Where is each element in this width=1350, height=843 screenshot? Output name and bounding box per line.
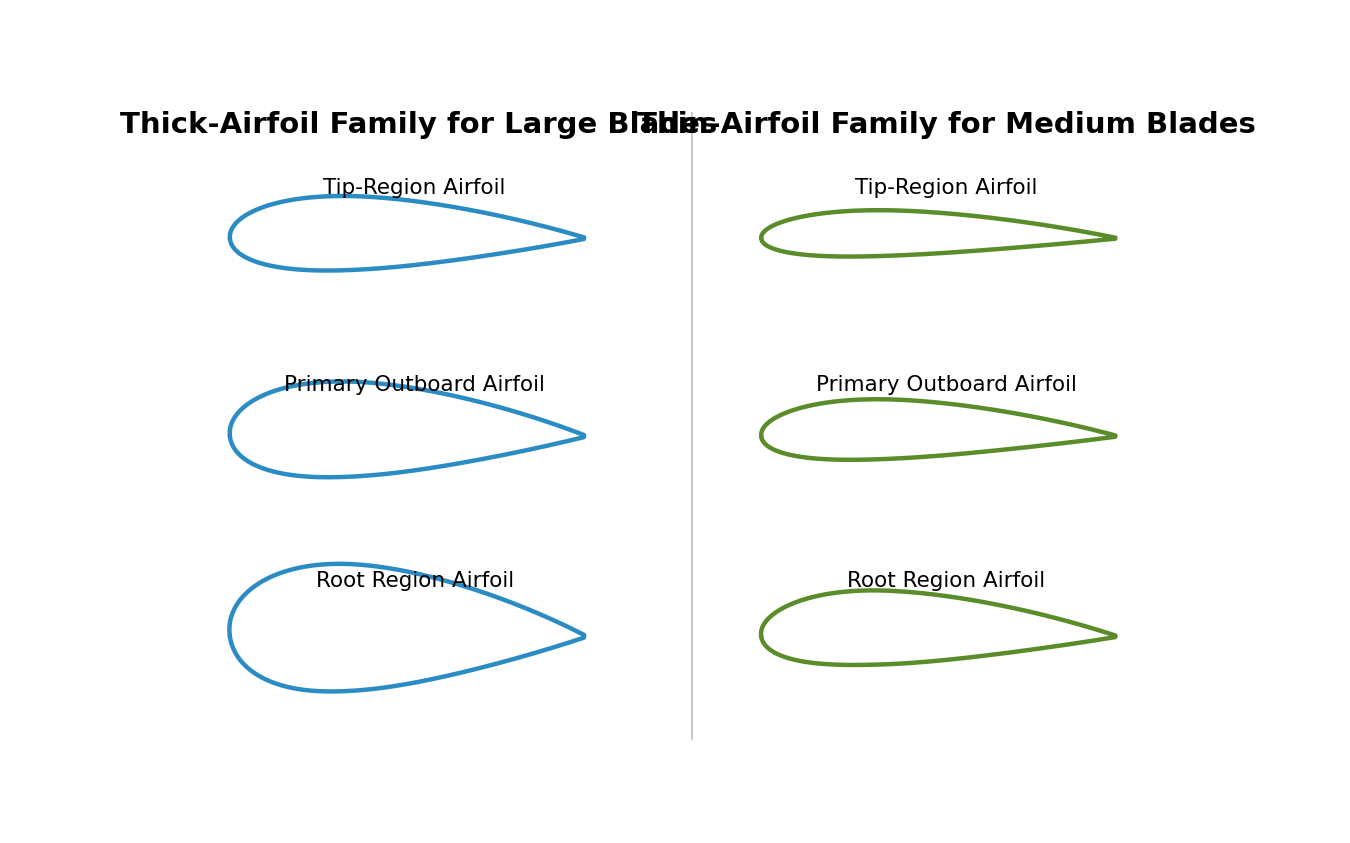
Text: Root Region Airfoil: Root Region Airfoil <box>846 571 1045 591</box>
Text: Thin-Airfoil Family for Medium Blades: Thin-Airfoil Family for Medium Blades <box>637 111 1256 139</box>
Text: Primary Outboard Airfoil: Primary Outboard Airfoil <box>815 374 1076 395</box>
Text: Tip-Region Airfoil: Tip-Region Airfoil <box>855 178 1037 198</box>
Text: Tip-Region Airfoil: Tip-Region Airfoil <box>324 178 506 198</box>
Text: Thick-Airfoil Family for Large Blades: Thick-Airfoil Family for Large Blades <box>120 111 717 139</box>
Text: Primary Outboard Airfoil: Primary Outboard Airfoil <box>285 374 545 395</box>
Text: Root Region Airfoil: Root Region Airfoil <box>316 571 514 591</box>
